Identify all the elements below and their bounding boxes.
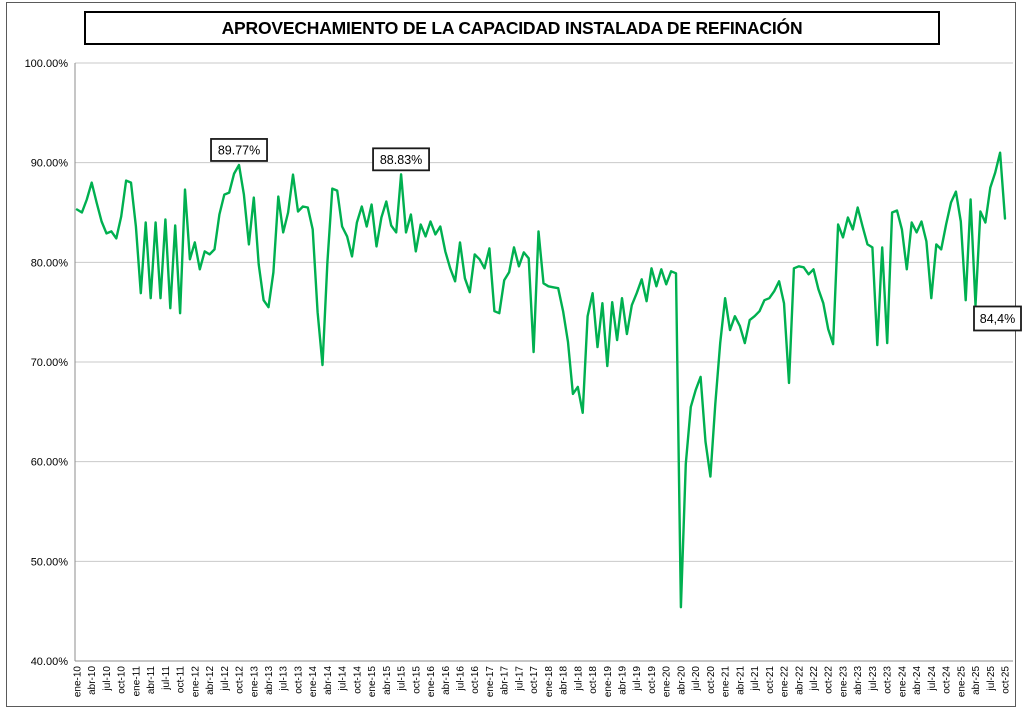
annotation-label: 89.77% bbox=[218, 143, 260, 157]
x-axis-tick-label: abr-11 bbox=[146, 666, 157, 695]
annotation-label: 84,4% bbox=[980, 312, 1015, 326]
x-axis-tick-label: jul-18 bbox=[573, 666, 584, 692]
x-axis-tick-label: oct-20 bbox=[706, 666, 717, 694]
x-axis-tick-label: abr-22 bbox=[794, 666, 805, 695]
x-axis-tick-label: ene-19 bbox=[603, 666, 614, 698]
x-axis-tick-label: oct-18 bbox=[588, 666, 599, 694]
y-axis-tick-label: 60.00% bbox=[31, 457, 69, 469]
x-axis-tick-label: oct-13 bbox=[293, 666, 304, 694]
x-axis-tick-label: ene-11 bbox=[131, 666, 142, 697]
annotation-box bbox=[973, 305, 1022, 332]
x-axis-tick-label: oct-12 bbox=[235, 666, 246, 694]
x-axis-tick-label: jul-11 bbox=[161, 666, 172, 691]
x-axis-tick-label: ene-13 bbox=[249, 666, 260, 698]
chart-title-box: APROVECHAMIENTO DE LA CAPACIDAD INSTALAD… bbox=[84, 11, 940, 45]
x-axis-tick-label: abr-20 bbox=[676, 666, 687, 695]
x-axis-tick-label: jul-13 bbox=[279, 666, 290, 692]
x-axis-tick-label: oct-15 bbox=[411, 666, 422, 694]
annotation-box bbox=[210, 138, 268, 162]
x-axis-tick-label: oct-19 bbox=[647, 666, 658, 694]
x-axis-tick-label: ene-22 bbox=[780, 666, 791, 698]
annotation-box bbox=[372, 147, 430, 172]
series-line bbox=[75, 151, 1007, 609]
x-axis-tick-label: jul-24 bbox=[927, 666, 938, 692]
x-axis-tick-label: abr-14 bbox=[323, 666, 334, 695]
y-axis-tick-label: 80.00% bbox=[31, 257, 69, 269]
x-axis-tick-label: ene-25 bbox=[956, 666, 967, 698]
y-axis-tick-label: 50.00% bbox=[31, 556, 69, 568]
x-axis-tick-label: oct-24 bbox=[942, 666, 953, 694]
x-axis-tick-label: abr-16 bbox=[441, 666, 452, 695]
x-axis-tick-label: jul-19 bbox=[632, 666, 643, 692]
x-axis-tick-label: abr-21 bbox=[735, 666, 746, 695]
x-axis-tick-label: jul-23 bbox=[868, 666, 879, 692]
y-axis-tick-label: 40.00% bbox=[31, 656, 69, 668]
x-axis-tick-label: oct-22 bbox=[824, 666, 835, 694]
x-axis-tick-label: ene-14 bbox=[308, 666, 319, 698]
x-axis-tick-label: jul-17 bbox=[514, 666, 525, 692]
x-axis-tick-label: jul-15 bbox=[397, 666, 408, 692]
x-axis-tick-label: abr-24 bbox=[912, 666, 923, 695]
x-axis-tick-label: ene-18 bbox=[544, 666, 555, 698]
x-axis-tick-label: abr-18 bbox=[559, 666, 570, 695]
x-axis-tick-label: abr-25 bbox=[971, 666, 982, 695]
x-axis-tick-label: abr-19 bbox=[618, 666, 629, 695]
x-axis-tick-label: jul-20 bbox=[691, 666, 702, 692]
x-axis-tick-label: jul-16 bbox=[455, 666, 466, 692]
x-axis-tick-label: oct-11 bbox=[176, 666, 187, 693]
x-axis-tick-label: abr-15 bbox=[382, 666, 393, 695]
x-axis-tick-label: abr-13 bbox=[264, 666, 275, 695]
chart-outer-border bbox=[6, 2, 1016, 707]
x-axis-tick-label: jul-25 bbox=[986, 666, 997, 692]
x-axis-tick-label: ene-21 bbox=[721, 666, 732, 698]
x-axis-tick-label: jul-14 bbox=[338, 666, 349, 692]
x-axis-tick-label: ene-12 bbox=[190, 666, 201, 698]
y-axis-tick-label: 70.00% bbox=[31, 357, 69, 369]
x-axis-tick-label: abr-10 bbox=[87, 666, 98, 695]
annotation-label: 88.83% bbox=[380, 153, 422, 167]
y-axis-tick-label: 90.00% bbox=[31, 158, 69, 170]
x-axis-tick-label: ene-20 bbox=[662, 666, 673, 698]
x-axis-tick-label: ene-23 bbox=[838, 666, 849, 698]
x-axis-tick-label: jul-12 bbox=[220, 666, 231, 692]
x-axis-tick-label: ene-10 bbox=[73, 666, 84, 698]
x-axis-tick-label: oct-21 bbox=[765, 666, 776, 694]
x-axis-tick-label: oct-16 bbox=[470, 666, 481, 694]
x-axis-tick-label: oct-14 bbox=[352, 666, 363, 694]
x-axis-tick-label: jul-10 bbox=[102, 666, 113, 692]
x-axis-tick-label: oct-17 bbox=[529, 666, 540, 694]
x-axis-tick-label: abr-12 bbox=[205, 666, 216, 695]
x-axis-tick-label: abr-23 bbox=[853, 666, 864, 695]
x-axis-tick-label: jul-21 bbox=[750, 666, 761, 692]
chart-title: APROVECHAMIENTO DE LA CAPACIDAD INSTALAD… bbox=[221, 17, 803, 38]
x-axis-tick-label: oct-10 bbox=[117, 666, 128, 694]
x-axis-tick-label: ene-24 bbox=[897, 666, 908, 698]
x-axis-tick-label: ene-16 bbox=[426, 666, 437, 698]
x-axis-tick-label: abr-17 bbox=[500, 666, 511, 695]
x-axis-tick-label: ene-15 bbox=[367, 666, 378, 698]
x-axis-tick-label: ene-17 bbox=[485, 666, 496, 698]
x-axis-tick-label: jul-22 bbox=[809, 666, 820, 692]
y-axis-tick-label: 100.00% bbox=[25, 58, 69, 70]
x-axis-tick-label: oct-23 bbox=[883, 666, 894, 694]
x-axis-tick-label: oct-25 bbox=[1001, 666, 1012, 694]
